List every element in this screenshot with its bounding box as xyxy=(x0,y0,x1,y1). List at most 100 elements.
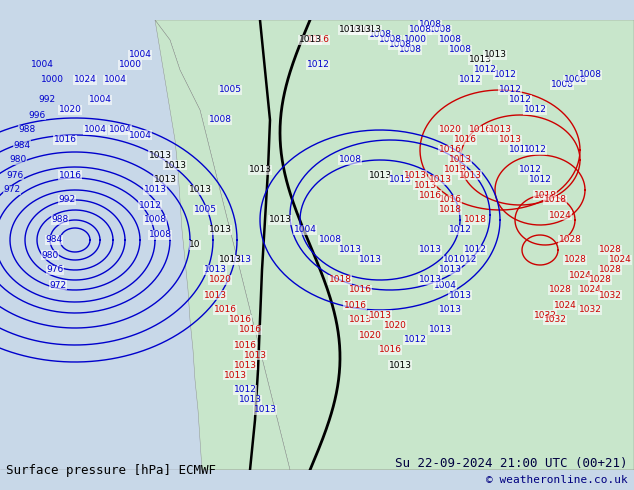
Bar xyxy=(0,469,634,470)
Text: 1016: 1016 xyxy=(233,341,257,349)
Text: 1012: 1012 xyxy=(307,60,330,70)
Text: 1024: 1024 xyxy=(579,286,602,294)
Text: 1013: 1013 xyxy=(349,316,372,324)
Text: 1012: 1012 xyxy=(524,105,547,115)
Text: 1013: 1013 xyxy=(148,150,172,160)
Text: 1018: 1018 xyxy=(463,216,486,224)
Text: 1005: 1005 xyxy=(219,85,242,95)
Text: 1000: 1000 xyxy=(403,35,427,45)
Text: 1013: 1013 xyxy=(243,350,266,360)
Text: 1013: 1013 xyxy=(448,155,472,165)
Text: 1013: 1013 xyxy=(299,35,321,45)
Text: 972: 972 xyxy=(49,280,67,290)
Text: 1020: 1020 xyxy=(384,320,406,329)
Text: 1004: 1004 xyxy=(129,50,152,59)
Text: 1013: 1013 xyxy=(429,325,451,335)
Text: 1013: 1013 xyxy=(358,25,382,34)
Text: 1028: 1028 xyxy=(559,236,581,245)
Text: 980: 980 xyxy=(10,155,27,165)
Text: 1024: 1024 xyxy=(548,211,571,220)
Text: 1018: 1018 xyxy=(543,196,567,204)
Text: 1008: 1008 xyxy=(564,75,586,84)
Text: 1008: 1008 xyxy=(550,80,574,90)
Text: 1013: 1013 xyxy=(204,291,226,299)
Text: 1013: 1013 xyxy=(418,275,441,285)
Text: 1012: 1012 xyxy=(493,71,517,79)
Text: 1008: 1008 xyxy=(143,216,167,224)
Text: 1013: 1013 xyxy=(389,361,411,369)
Text: 1013: 1013 xyxy=(164,161,186,170)
Text: 1016: 1016 xyxy=(214,305,236,315)
Text: 1004: 1004 xyxy=(108,125,131,134)
Text: 1008: 1008 xyxy=(408,25,432,34)
Text: 1016: 1016 xyxy=(439,196,462,204)
Text: 988: 988 xyxy=(18,125,36,134)
Text: 1012: 1012 xyxy=(458,75,481,84)
Text: 1012: 1012 xyxy=(519,166,541,174)
Text: 1008: 1008 xyxy=(578,71,602,79)
Text: 1013: 1013 xyxy=(254,406,276,415)
Text: 1012: 1012 xyxy=(404,336,427,344)
Text: 1004: 1004 xyxy=(84,125,107,134)
Text: 1016: 1016 xyxy=(439,146,462,154)
Text: 1024: 1024 xyxy=(74,75,96,84)
Text: 1013: 1013 xyxy=(484,50,507,59)
Text: 1013: 1013 xyxy=(439,305,462,315)
Text: 1016: 1016 xyxy=(469,125,491,134)
Text: 1016: 1016 xyxy=(53,136,77,145)
Text: 992: 992 xyxy=(58,196,75,204)
Text: 992: 992 xyxy=(39,96,56,104)
Text: 1032: 1032 xyxy=(543,316,566,324)
Text: 988: 988 xyxy=(51,216,68,224)
Text: 1016: 1016 xyxy=(58,171,82,179)
Text: 1004: 1004 xyxy=(89,96,112,104)
Text: 101012: 101012 xyxy=(443,255,477,265)
Text: 1016: 1016 xyxy=(418,191,441,199)
Text: 1013: 1013 xyxy=(249,166,271,174)
Text: 1018: 1018 xyxy=(439,205,462,215)
Text: 1012: 1012 xyxy=(474,66,496,74)
Text: 1013: 1013 xyxy=(448,291,472,299)
Text: 1013: 1013 xyxy=(204,266,226,274)
Text: 1016: 1016 xyxy=(453,136,477,145)
Text: 1000: 1000 xyxy=(41,75,63,84)
Text: Surface pressure [hPa] ECMWF: Surface pressure [hPa] ECMWF xyxy=(6,464,216,477)
Text: 1012: 1012 xyxy=(524,146,547,154)
Text: 1013: 1013 xyxy=(418,245,441,254)
Text: 1008: 1008 xyxy=(389,41,411,49)
Text: 1008: 1008 xyxy=(448,46,472,54)
Text: 1013: 1013 xyxy=(498,136,522,145)
Text: 1032: 1032 xyxy=(579,305,602,315)
Text: 1024: 1024 xyxy=(609,255,631,265)
Text: 996: 996 xyxy=(29,111,46,120)
Text: 1012: 1012 xyxy=(529,175,552,185)
Text: 1012: 1012 xyxy=(463,245,486,254)
Text: 1000: 1000 xyxy=(119,60,141,70)
Text: 1016: 1016 xyxy=(306,35,330,45)
Text: 1028: 1028 xyxy=(598,266,621,274)
Text: 1020: 1020 xyxy=(439,125,462,134)
Text: 1020: 1020 xyxy=(209,275,231,285)
Text: 1016: 1016 xyxy=(344,300,366,310)
Text: 1013: 1013 xyxy=(153,175,176,185)
Text: Su 22-09-2024 21:00 UTC (00+21): Su 22-09-2024 21:00 UTC (00+21) xyxy=(395,457,628,469)
Text: 1013: 1013 xyxy=(269,216,292,224)
Polygon shape xyxy=(155,20,634,470)
Text: 1004: 1004 xyxy=(103,75,126,84)
Text: 1013: 1013 xyxy=(339,245,361,254)
Text: 984: 984 xyxy=(13,141,30,149)
Text: 1013: 1013 xyxy=(368,311,392,319)
Text: 976: 976 xyxy=(46,266,63,274)
Text: 1028: 1028 xyxy=(564,255,586,265)
Text: 1012: 1012 xyxy=(233,386,256,394)
Text: 1013: 1013 xyxy=(349,25,372,34)
Text: 1012: 1012 xyxy=(498,85,521,95)
Text: 1013: 1013 xyxy=(238,395,261,405)
Text: 1013: 1013 xyxy=(368,171,392,179)
Text: 1013: 1013 xyxy=(224,370,247,379)
Text: 1012: 1012 xyxy=(508,146,531,154)
Text: 1004: 1004 xyxy=(129,130,152,140)
Text: 1008: 1008 xyxy=(148,230,172,240)
Text: 1013: 1013 xyxy=(339,25,361,34)
Text: 1024: 1024 xyxy=(553,300,576,310)
